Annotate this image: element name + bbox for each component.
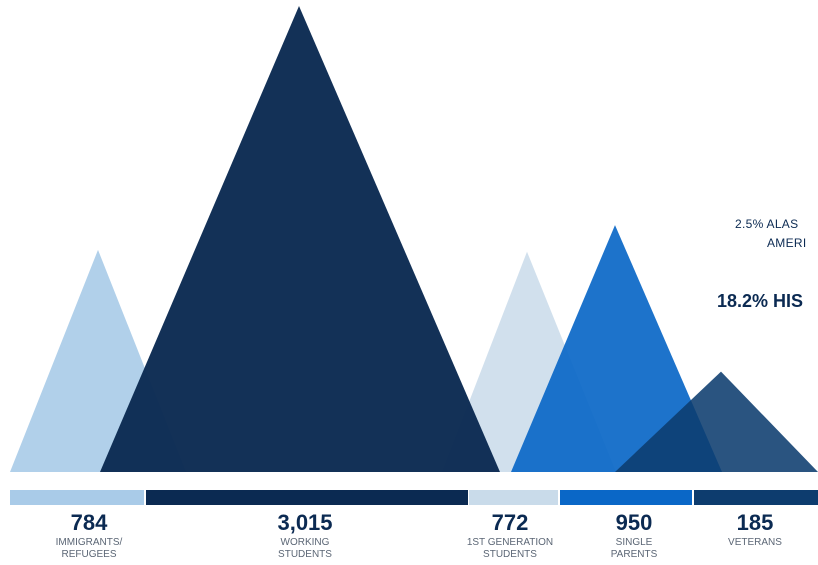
category-label-1-1: STUDENTS: [278, 549, 332, 560]
value-label-0: 784: [71, 510, 108, 535]
value-label-1: 3,015: [277, 510, 332, 535]
value-label-3: 950: [616, 510, 653, 535]
segment-bar-2: [469, 490, 558, 505]
peaks-layer: [10, 6, 818, 472]
segment-bar-3: [560, 490, 692, 505]
segment-bar-0: [10, 490, 144, 505]
category-label-2-0: 1ST GENERATION: [467, 537, 553, 548]
side-text-line1: 2.5% ALAS: [735, 217, 799, 231]
side-text-line3: 18.2% HIS: [717, 291, 804, 311]
peak-1: [100, 6, 500, 472]
segment-bar-4: [694, 490, 818, 505]
category-label-2-1: STUDENTS: [483, 549, 537, 560]
value-label-4: 185: [737, 510, 774, 535]
peak-3: [511, 225, 722, 472]
bars-layer: [10, 490, 818, 505]
segment-bar-1: [146, 490, 468, 505]
category-label-0-1: REFUGEES: [61, 549, 116, 560]
category-label-0-0: IMMIGRANTS/: [56, 537, 123, 548]
peak-4: [615, 371, 818, 472]
category-label-4-0: VETERANS: [728, 537, 782, 548]
category-label-3-1: PARENTS: [611, 549, 658, 560]
labels-layer: 784IMMIGRANTS/REFUGEES3,015WORKINGSTUDEN…: [56, 510, 783, 560]
category-label-1-0: WORKING: [281, 537, 330, 548]
side-text-line2: AMERI: [767, 236, 807, 250]
category-label-3-0: SINGLE: [616, 537, 653, 548]
value-label-2: 772: [492, 510, 529, 535]
